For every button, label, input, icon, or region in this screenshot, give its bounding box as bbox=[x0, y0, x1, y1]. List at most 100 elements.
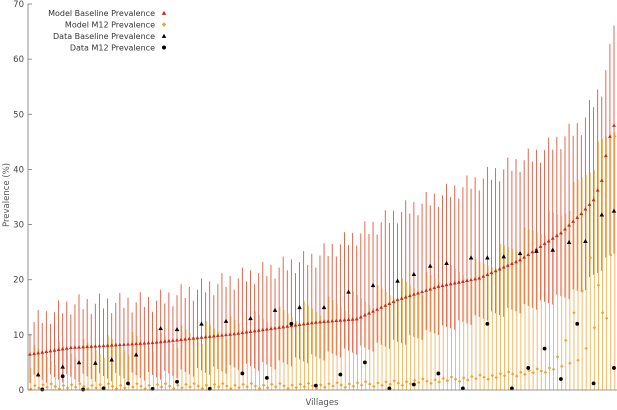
model-baseline-point bbox=[191, 336, 196, 340]
data-m12-point bbox=[411, 382, 416, 387]
model-m12-point bbox=[482, 375, 486, 379]
model-baseline-point bbox=[134, 341, 139, 346]
model-baseline-point bbox=[97, 343, 102, 348]
model-m12-point bbox=[45, 385, 49, 389]
model-baseline-point bbox=[591, 197, 596, 202]
model-baseline-point bbox=[40, 350, 45, 354]
data-baseline-point bbox=[468, 255, 474, 260]
model-baseline-point bbox=[375, 307, 380, 311]
model-baseline-point bbox=[322, 319, 326, 324]
data-m12-point bbox=[460, 386, 465, 391]
data-m12-point bbox=[485, 321, 490, 326]
model-m12-point bbox=[384, 380, 388, 384]
model-m12-point bbox=[478, 373, 482, 377]
data-m12-point bbox=[289, 321, 294, 326]
model-baseline-point bbox=[146, 340, 151, 345]
model-baseline-point bbox=[195, 335, 200, 340]
axes: 0 10 20 30 40 50 60 70 bbox=[13, 0, 617, 396]
model-m12-point bbox=[461, 376, 466, 380]
model-baseline-point bbox=[599, 178, 604, 182]
legend-marker bbox=[161, 10, 167, 15]
model-baseline-point bbox=[199, 335, 204, 339]
y-tick-label: 40 bbox=[13, 165, 24, 175]
model-baseline-point bbox=[501, 265, 506, 269]
data-m12-point bbox=[591, 381, 596, 386]
data-baseline-point bbox=[411, 271, 417, 277]
model-baseline-point bbox=[452, 281, 457, 285]
model-baseline-point bbox=[460, 279, 465, 283]
model-m12-point bbox=[229, 386, 233, 391]
model-baseline-point bbox=[485, 272, 490, 276]
model-baseline-point bbox=[510, 261, 514, 266]
model-m12-point bbox=[212, 382, 217, 387]
data-m12-point bbox=[542, 346, 547, 351]
model-baseline-point bbox=[416, 291, 420, 295]
legend-marker bbox=[162, 45, 166, 50]
model-m12-point bbox=[412, 378, 417, 383]
model-baseline-point bbox=[273, 326, 277, 330]
m12-error-bars bbox=[30, 131, 616, 390]
model-m12-point bbox=[613, 134, 617, 139]
data-m12-point bbox=[612, 366, 616, 370]
legend: Model Baseline Prevalence Model M12 Preva… bbox=[48, 9, 167, 53]
model-baseline-point bbox=[567, 223, 571, 227]
data-m12-point bbox=[313, 383, 318, 388]
model-baseline-point bbox=[52, 348, 57, 352]
model-baseline-point bbox=[220, 333, 224, 337]
model-baseline-point bbox=[514, 259, 518, 264]
model-m12-point bbox=[515, 374, 519, 378]
model-m12-point bbox=[576, 358, 580, 362]
model-baseline-point bbox=[346, 317, 351, 322]
model-baseline-point bbox=[371, 309, 375, 313]
model-m12-point bbox=[368, 382, 372, 386]
data-baseline-point bbox=[321, 304, 327, 310]
legend-label: Model Baseline Prevalence bbox=[48, 9, 155, 18]
model-m12-point bbox=[474, 376, 478, 381]
data-m12-point bbox=[362, 360, 367, 365]
model-baseline-point bbox=[432, 285, 437, 290]
data-baseline-point bbox=[248, 316, 253, 321]
model-baseline-point bbox=[211, 334, 216, 338]
model-baseline-point bbox=[73, 345, 77, 349]
model-baseline-point bbox=[497, 267, 502, 271]
model-baseline-point bbox=[612, 123, 616, 127]
model-m12-point bbox=[69, 382, 74, 387]
model-m12-point bbox=[163, 381, 168, 386]
model-m12-point bbox=[441, 376, 445, 381]
data-m12-point bbox=[575, 321, 580, 326]
model-m12-point bbox=[249, 381, 254, 386]
model-baseline-point bbox=[56, 347, 61, 352]
model-m12-point bbox=[310, 384, 315, 388]
model-baseline-point bbox=[248, 329, 253, 333]
model-baseline-point bbox=[126, 342, 130, 346]
data-baseline-point bbox=[485, 255, 490, 260]
model-baseline-point bbox=[105, 343, 110, 347]
model-m12-point bbox=[167, 384, 172, 388]
model-m12-point bbox=[147, 383, 151, 388]
model-baseline-point bbox=[293, 323, 298, 327]
model-m12-point bbox=[159, 385, 164, 389]
model-baseline-point bbox=[330, 318, 335, 323]
data-baseline-point bbox=[93, 360, 98, 365]
model-m12-point bbox=[65, 386, 70, 390]
model-baseline-point bbox=[587, 202, 592, 206]
model-m12-point bbox=[233, 383, 237, 387]
data-m12-point bbox=[240, 371, 245, 376]
data-baseline-point bbox=[534, 248, 539, 253]
model-m12-point bbox=[106, 382, 111, 386]
model-m12-point bbox=[41, 383, 45, 387]
model-baseline-point bbox=[440, 283, 445, 288]
legend-marker bbox=[161, 22, 167, 27]
data-baseline-point bbox=[550, 247, 556, 252]
model-baseline-point bbox=[489, 270, 494, 275]
data-baseline-point bbox=[76, 360, 82, 365]
model-m12-point bbox=[180, 386, 184, 390]
model-m12-point bbox=[466, 378, 470, 382]
model-m12-point bbox=[592, 325, 597, 330]
model-baseline-point bbox=[522, 255, 527, 259]
x-axis-title: Villages bbox=[306, 398, 340, 408]
model-m12-point bbox=[588, 255, 592, 260]
data-baseline-point bbox=[566, 239, 572, 245]
model-m12-point bbox=[376, 381, 380, 385]
model-m12-point bbox=[270, 382, 274, 386]
